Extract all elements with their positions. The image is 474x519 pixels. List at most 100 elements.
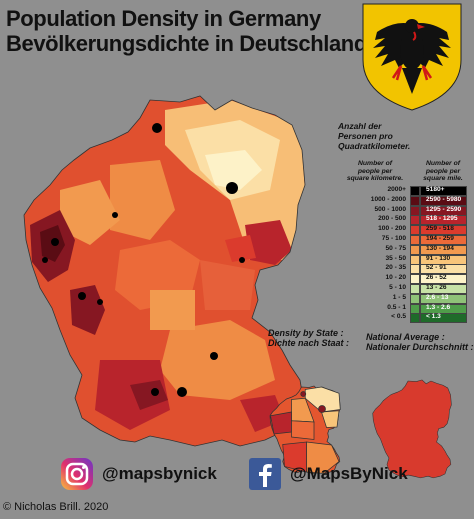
legend-row: 200 - 500 518 - 1295	[346, 214, 472, 226]
instagram-icon	[61, 458, 93, 490]
legend-heading: Anzahl der Personen pro Quadratkilometer…	[338, 121, 410, 151]
legend-row: 75 - 100 194 - 259	[346, 234, 472, 245]
state-density-label-de: Dichte nach Staat :	[268, 338, 350, 348]
legend-swatch	[410, 205, 420, 216]
national-average-label: National Average : Nationaler Durchschni…	[366, 332, 474, 352]
legend-row: 1000 - 2000 2590 - 5980	[346, 195, 472, 206]
legend-swatch-bar	[420, 274, 467, 285]
legend-km-range: 50 - 75	[385, 244, 406, 252]
legend-mile-header-line: square mile.	[423, 175, 463, 182]
legend-heading-line: Quadratkilometer.	[338, 141, 411, 151]
legend-mile-range: 1.3 - 2.6	[426, 303, 451, 311]
legend-swatch	[410, 293, 420, 304]
state-density-label: Density by State : Dichte nach Staat :	[268, 328, 349, 348]
title-english: Population Density in Germany	[6, 6, 321, 31]
legend-swatch-bar	[420, 186, 467, 196]
legend-swatch-bar	[420, 195, 467, 206]
legend-mile-range: 518 - 1295	[426, 215, 458, 223]
legend-swatch	[410, 284, 420, 294]
legend-km-range: 35 - 50	[385, 254, 406, 262]
legend-swatch-bar	[420, 293, 467, 304]
state-density-label-en: Density by State :	[268, 328, 344, 338]
legend-km-range: 10 - 20	[385, 274, 406, 282]
legend-km-header-line: Number of	[358, 160, 392, 167]
legend-km-range: 1000 - 2000	[370, 195, 406, 203]
legend-km-header-line: people per	[357, 167, 393, 175]
state-density-map	[269, 385, 341, 474]
legend-swatch	[410, 244, 420, 255]
legend-row: 10 - 20 26 - 52	[346, 273, 472, 285]
legend-row: 1 - 5 2.6 - 13	[346, 293, 472, 304]
legend-mile-range: 13 - 26	[426, 284, 447, 291]
legend-swatch-bar	[420, 244, 467, 255]
legend-mile-range: 1295 - 2590	[426, 205, 462, 213]
legend-swatch-bar	[420, 254, 467, 265]
german-eagle-coat-of-arms	[362, 3, 462, 111]
legend-km-range: 5 - 10	[389, 284, 406, 291]
legend-mile-header-line: Number of	[426, 160, 460, 167]
facebook-handle: @MapsByNick	[290, 464, 408, 483]
facebook-link[interactable]: @MapsByNick	[248, 456, 408, 492]
germany-districts	[24, 96, 305, 446]
legend-swatch	[410, 195, 420, 206]
national-average-map	[372, 379, 452, 479]
legend-mile-range: 2.6 - 13	[426, 293, 449, 301]
legend-swatch	[410, 254, 420, 265]
legend-row: 35 - 50 91 - 130	[346, 254, 472, 265]
legend-swatch	[410, 303, 420, 314]
legend-row: < 0.5 < 1.3	[346, 312, 472, 324]
instagram-handle: @mapsbynick	[102, 464, 217, 483]
legend-swatch-bar	[420, 284, 467, 294]
legend-mile-header: Number of people per square mile.	[414, 160, 472, 183]
legend-km-range: 200 - 500	[378, 215, 406, 223]
title-german: Bevölkerungsdichte in Deutschland	[6, 31, 367, 56]
legend-swatch-bar	[420, 313, 467, 324]
legend-mile-range: 259 - 518	[426, 225, 454, 233]
legend-swatch	[410, 274, 420, 285]
legend-km-range: < 0.5	[391, 313, 406, 321]
legend-mile-range: < 1.3	[426, 313, 441, 321]
legend-row: 2000+ 5180+	[346, 185, 472, 196]
legend-row: 5 - 10 13 - 26	[346, 283, 472, 294]
legend-km-range: 100 - 200	[378, 225, 406, 233]
legend-heading-line: Personen pro	[338, 131, 393, 141]
national-average-label-en: National Average :	[366, 332, 445, 342]
legend-swatch-bar	[420, 205, 467, 216]
legend-km-range: 2000+	[387, 186, 406, 193]
legend-swatch	[410, 186, 420, 196]
legend-swatch	[410, 225, 420, 236]
legend-row: 500 - 1000 1295 - 2590	[346, 205, 472, 216]
legend-swatch-bar	[420, 225, 467, 236]
legend-swatch	[410, 215, 420, 226]
copyright-notice: © Nicholas Brill. 2020	[3, 501, 109, 513]
legend-heading-line: Anzahl der	[338, 121, 382, 131]
legend-km-range: 75 - 100	[381, 235, 406, 242]
legend-mile-range: 5180+	[426, 186, 445, 193]
legend-swatch-bar	[420, 264, 467, 275]
legend-km-header-line: square kilometre.	[346, 175, 404, 182]
map-title: Population Density in Germany Bevölkerun…	[6, 6, 367, 56]
legend-swatch-bar	[420, 235, 467, 245]
legend-km-range: 20 - 35	[385, 264, 406, 272]
legend-swatch-bar	[420, 303, 467, 314]
legend-row: 0.5 - 1 1.3 - 2.6	[346, 303, 472, 314]
legend-mile-header-line: people per	[425, 167, 461, 175]
instagram-link[interactable]: @mapsbynick	[60, 456, 217, 492]
legend-row: 20 - 35 52 - 91	[346, 263, 472, 275]
legend-swatch	[410, 313, 420, 324]
legend-swatch-bar	[420, 215, 467, 226]
legend-km-range: 1 - 5	[392, 293, 406, 301]
legend-mile-range: 2590 - 5980	[426, 195, 462, 203]
legend-mile-range: 130 - 194	[426, 244, 454, 252]
legend-km-range: 500 - 1000	[374, 205, 406, 213]
legend-km-header: Number of people per square kilometre.	[346, 160, 404, 183]
legend-swatch	[410, 264, 420, 275]
facebook-icon	[249, 458, 281, 490]
legend-row: 100 - 200 259 - 518	[346, 224, 472, 236]
legend-swatch	[410, 235, 420, 245]
legend-mile-range: 52 - 91	[426, 264, 447, 272]
national-average-label-de: Nationaler Durchschnitt :	[366, 342, 474, 352]
legend-mile-range: 194 - 259	[426, 235, 454, 242]
legend-mile-range: 91 - 130	[426, 254, 451, 262]
